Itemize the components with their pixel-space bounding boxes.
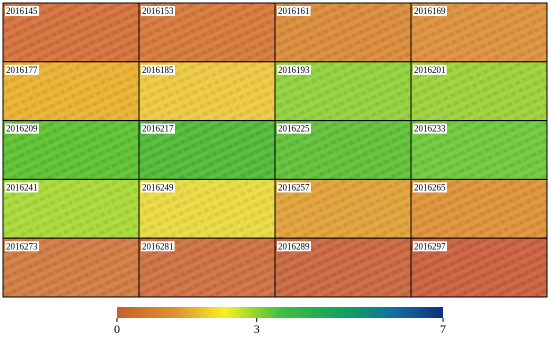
panel-label: 2016169 [414, 6, 446, 16]
label-box [277, 6, 311, 17]
panel-label: 2016177 [6, 65, 38, 75]
panel-label: 2016201 [414, 65, 446, 75]
label-box [5, 182, 39, 193]
label-box [413, 182, 447, 193]
label-box [413, 6, 447, 17]
panel-label: 2016153 [142, 6, 174, 16]
colorbar-gradient [117, 307, 443, 318]
panel-label: 2016257 [278, 182, 310, 192]
label-box [277, 123, 311, 134]
panel-label: 2016161 [278, 6, 310, 16]
label-box [141, 64, 175, 75]
label-box [277, 64, 311, 75]
colorbar: 0 3 7 [114, 307, 446, 336]
panel-label: 2016225 [278, 124, 310, 134]
label-box [277, 241, 311, 252]
panel-label: 2016217 [142, 124, 174, 134]
label-box [5, 241, 39, 252]
label-box [277, 182, 311, 193]
panel-label: 2016233 [414, 124, 446, 134]
label-box [141, 182, 175, 193]
label-box [413, 241, 447, 252]
panel-grid: 2016145 2016153 2016161 2016169 2016177 20161… [2, 2, 548, 298]
panel-label: 2016249 [142, 182, 174, 192]
label-box [413, 64, 447, 75]
panel-label: 2016145 [6, 6, 38, 16]
label-box [5, 64, 39, 75]
panel-label: 2016281 [142, 241, 174, 251]
panel-label: 2016289 [278, 241, 310, 251]
panel-label: 2016273 [6, 241, 38, 251]
panel-label: 2016193 [278, 65, 310, 75]
panel-label: 2016297 [414, 241, 446, 251]
panel-label: 2016185 [142, 65, 174, 75]
panel-label: 2016241 [6, 182, 38, 192]
colorbar-tick-label: 7 [440, 322, 446, 336]
label-box [141, 241, 175, 252]
colorbar-tick-label: 3 [254, 322, 260, 336]
label-box [5, 6, 39, 17]
colorbar-tick-label: 0 [114, 322, 120, 336]
panel-label: 2016265 [414, 182, 446, 192]
label-box [141, 123, 175, 134]
label-box [141, 6, 175, 17]
label-box [5, 123, 39, 134]
label-box [413, 123, 447, 134]
panel-label: 2016209 [6, 124, 38, 134]
